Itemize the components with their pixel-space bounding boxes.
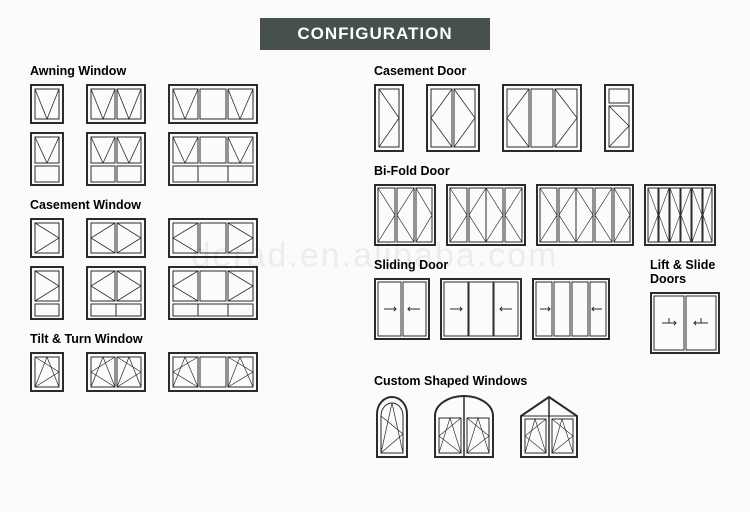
tilt-row1 bbox=[30, 352, 346, 392]
cdoor-a bbox=[374, 84, 404, 152]
casement-1c bbox=[168, 218, 258, 258]
awning-2a bbox=[30, 132, 64, 186]
awning-row2 bbox=[30, 132, 346, 186]
sliding-b bbox=[440, 278, 522, 340]
cdoor-d bbox=[604, 84, 634, 152]
section-casement: Casement Window bbox=[30, 198, 346, 320]
columns: Awning Window Casement Window bbox=[30, 64, 720, 472]
cdoor-b bbox=[426, 84, 480, 152]
tilt-title: Tilt & Turn Window bbox=[30, 332, 346, 346]
awning-1a bbox=[30, 84, 64, 124]
awning-row1 bbox=[30, 84, 346, 124]
custom-gable bbox=[518, 394, 580, 460]
bifold-c bbox=[536, 184, 634, 246]
bifold-d bbox=[644, 184, 716, 246]
casement-row1 bbox=[30, 218, 346, 258]
casement-row2 bbox=[30, 266, 346, 320]
casement-title: Casement Window bbox=[30, 198, 346, 212]
tilt-c bbox=[168, 352, 258, 392]
section-cdoor: Casement Door bbox=[374, 64, 720, 152]
lift-a bbox=[650, 292, 720, 354]
custom-row bbox=[374, 394, 720, 460]
right-column: Casement Door Bi-Fold Door Sliding D bbox=[374, 64, 720, 472]
casement-1b bbox=[86, 218, 146, 258]
bifold-b bbox=[446, 184, 526, 246]
sliding-group: Sliding Door bbox=[374, 258, 610, 362]
bifold-title: Bi-Fold Door bbox=[374, 164, 720, 178]
casement-2c bbox=[168, 266, 258, 320]
sliding-a bbox=[374, 278, 430, 340]
lift-title: Lift & Slide Doors bbox=[650, 258, 720, 286]
section-awning: Awning Window bbox=[30, 64, 346, 186]
awning-title: Awning Window bbox=[30, 64, 346, 78]
sliding-title: Sliding Door bbox=[374, 258, 610, 272]
awning-2b bbox=[86, 132, 146, 186]
casement-2a bbox=[30, 266, 64, 320]
left-column: Awning Window Casement Window bbox=[30, 64, 346, 472]
sliding-row bbox=[374, 278, 610, 340]
config-banner: CONFIGURATION bbox=[260, 18, 490, 50]
bifold-row1 bbox=[374, 184, 720, 246]
section-bifold: Bi-Fold Door bbox=[374, 164, 720, 246]
awning-2c bbox=[168, 132, 258, 186]
cdoor-row1 bbox=[374, 84, 720, 152]
custom-arch-single bbox=[374, 394, 410, 460]
lift-row bbox=[650, 292, 720, 354]
custom-arch-double bbox=[432, 394, 496, 460]
section-sliding-lift: Sliding Door Lift & Slide Doors bbox=[374, 258, 720, 362]
section-tilt: Tilt & Turn Window bbox=[30, 332, 346, 392]
tilt-b bbox=[86, 352, 146, 392]
awning-1b bbox=[86, 84, 146, 124]
casement-1a bbox=[30, 218, 64, 258]
section-custom: Custom Shaped Windows bbox=[374, 374, 720, 460]
casement-2b bbox=[86, 266, 146, 320]
custom-title: Custom Shaped Windows bbox=[374, 374, 720, 388]
cdoor-c bbox=[502, 84, 582, 152]
bifold-a bbox=[374, 184, 436, 246]
tilt-a bbox=[30, 352, 64, 392]
cdoor-title: Casement Door bbox=[374, 64, 720, 78]
banner-text: CONFIGURATION bbox=[297, 24, 452, 43]
awning-1c bbox=[168, 84, 258, 124]
lift-group: Lift & Slide Doors bbox=[650, 258, 720, 362]
sliding-c bbox=[532, 278, 610, 340]
